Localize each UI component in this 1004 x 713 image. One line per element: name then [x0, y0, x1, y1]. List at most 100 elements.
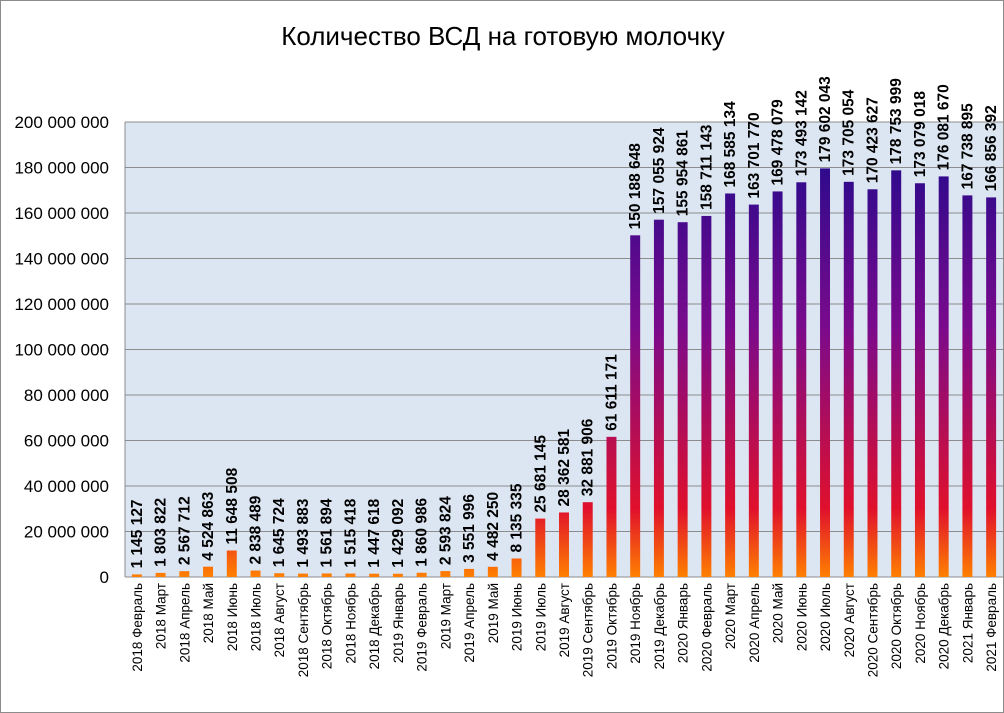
bar	[511, 558, 522, 577]
data-label: 25 681 145	[532, 435, 549, 513]
data-label: 157 055 924	[651, 127, 668, 214]
data-label: 150 188 648	[627, 143, 644, 230]
x-tick-label: 2018 Июнь	[225, 583, 240, 651]
bar	[772, 191, 783, 577]
bar	[606, 436, 617, 577]
chart-title: Количество ВСД на готовую молочку	[281, 21, 725, 51]
bar	[891, 170, 902, 577]
x-tick-label: 2018 Декабрь	[367, 583, 382, 669]
bar	[843, 181, 854, 578]
x-tick-label: 2019 Июль	[533, 583, 548, 651]
bar	[155, 572, 166, 577]
x-tick-label: 2020 Август	[842, 583, 857, 657]
data-label: 163 701 770	[746, 112, 763, 198]
bar	[203, 566, 214, 577]
bar	[962, 195, 973, 577]
data-label: 178 753 999	[888, 78, 905, 165]
y-tick-label: 200 000 000	[14, 113, 109, 132]
x-tick-label: 2021 Февраль	[984, 583, 999, 672]
x-tick-label: 2020 Октябрь	[889, 583, 904, 669]
x-tick-label: 2019 Октябрь	[604, 583, 619, 669]
bar	[867, 189, 878, 577]
x-tick-label: 2018 Ноябрь	[343, 583, 358, 664]
bar	[226, 550, 237, 577]
data-label: 1 515 418	[342, 498, 359, 567]
data-label: 1 803 822	[153, 498, 170, 567]
bar	[487, 566, 498, 577]
x-tick-label: 2019 Декабрь	[652, 583, 667, 669]
y-tick-label: 20 000 000	[24, 523, 109, 542]
data-label: 1 447 618	[366, 498, 383, 567]
y-tick-label: 100 000 000	[14, 341, 109, 360]
x-tick-label: 2019 Январь	[391, 583, 406, 663]
bar	[582, 502, 593, 577]
x-tick-label: 2020 Май	[771, 583, 786, 643]
bar	[796, 182, 807, 577]
bar	[701, 215, 712, 578]
data-label: 28 362 581	[556, 429, 573, 507]
bar	[392, 573, 403, 577]
data-label: 158 711 143	[698, 124, 715, 210]
bar	[535, 518, 546, 577]
data-label: 1 860 986	[414, 497, 431, 566]
x-tick-label: 2019 Сентябрь	[581, 583, 596, 677]
data-label: 11 648 508	[224, 467, 241, 544]
bar	[559, 512, 569, 577]
x-tick-label: 2020 Июнь	[794, 583, 809, 651]
x-tick-label: 2018 Сентябрь	[296, 583, 311, 677]
data-label: 167 738 895	[959, 103, 976, 190]
x-tick-label: 2020 Январь	[676, 583, 691, 663]
x-tick-label: 2019 Ноябрь	[628, 583, 643, 664]
x-axis-tick-labels: 2018 Февраль 2018 Март 2018 Апрель 2018 Май…	[130, 583, 999, 677]
y-tick-label: 140 000 000	[14, 250, 109, 269]
x-tick-label: 2018 Февраль	[130, 583, 145, 672]
data-label: 4 524 863	[200, 491, 217, 560]
data-label: 32 881 906	[580, 418, 597, 496]
x-tick-label: 2018 Июль	[249, 583, 264, 651]
data-label: 155 954 861	[675, 130, 692, 217]
x-tick-label: 2019 Август	[557, 583, 572, 657]
data-label: 61 611 171	[603, 354, 620, 431]
bar	[725, 193, 736, 578]
x-tick-label: 2020 Апрель	[747, 583, 762, 663]
bar	[179, 571, 190, 577]
data-label: 179 602 043	[817, 76, 834, 163]
bar	[938, 176, 949, 578]
data-label: 1 145 127	[129, 499, 146, 568]
data-label: 1 645 724	[271, 498, 288, 567]
x-tick-label: 2020 Ноябрь	[913, 583, 928, 664]
y-tick-label: 160 000 000	[14, 204, 109, 223]
bar	[297, 573, 308, 577]
data-label: 2 567 712	[176, 496, 193, 565]
bar	[321, 573, 332, 577]
data-label: 176 081 670	[936, 84, 953, 170]
data-label: 3 551 996	[461, 494, 478, 563]
x-tick-label: 2019 Февраль	[415, 583, 430, 672]
bar	[369, 573, 380, 577]
x-tick-label: 2018 Октябрь	[320, 583, 335, 669]
data-label: 173 079 018	[912, 91, 929, 178]
bar	[440, 571, 451, 577]
bar	[274, 573, 285, 577]
x-tick-label: 2019 Апрель	[462, 583, 477, 663]
x-tick-label: 2020 Март	[723, 583, 738, 649]
x-tick-label: 2020 Декабрь	[937, 583, 952, 669]
data-labels: 1 145 127 1 803 822 2 567 712 4 524 863 11 6…	[129, 76, 1000, 569]
data-label: 173 493 142	[793, 90, 810, 176]
data-label: 169 478 079	[770, 99, 787, 186]
x-tick-label: 2019 Июнь	[510, 583, 525, 651]
y-tick-label: 120 000 000	[14, 295, 109, 314]
data-label: 1 429 092	[390, 499, 407, 568]
x-tick-label: 2018 Август	[272, 583, 287, 657]
x-tick-label: 2021 Январь	[960, 583, 975, 663]
bar	[820, 168, 831, 578]
bar	[677, 222, 688, 577]
y-tick-label: 60 000 000	[24, 432, 109, 451]
y-tick-label: 180 000 000	[14, 159, 109, 178]
data-label: 4 482 250	[485, 492, 502, 561]
bars	[131, 168, 997, 578]
x-tick-label: 2019 Май	[486, 583, 501, 643]
x-tick-label: 2018 Май	[201, 583, 216, 643]
